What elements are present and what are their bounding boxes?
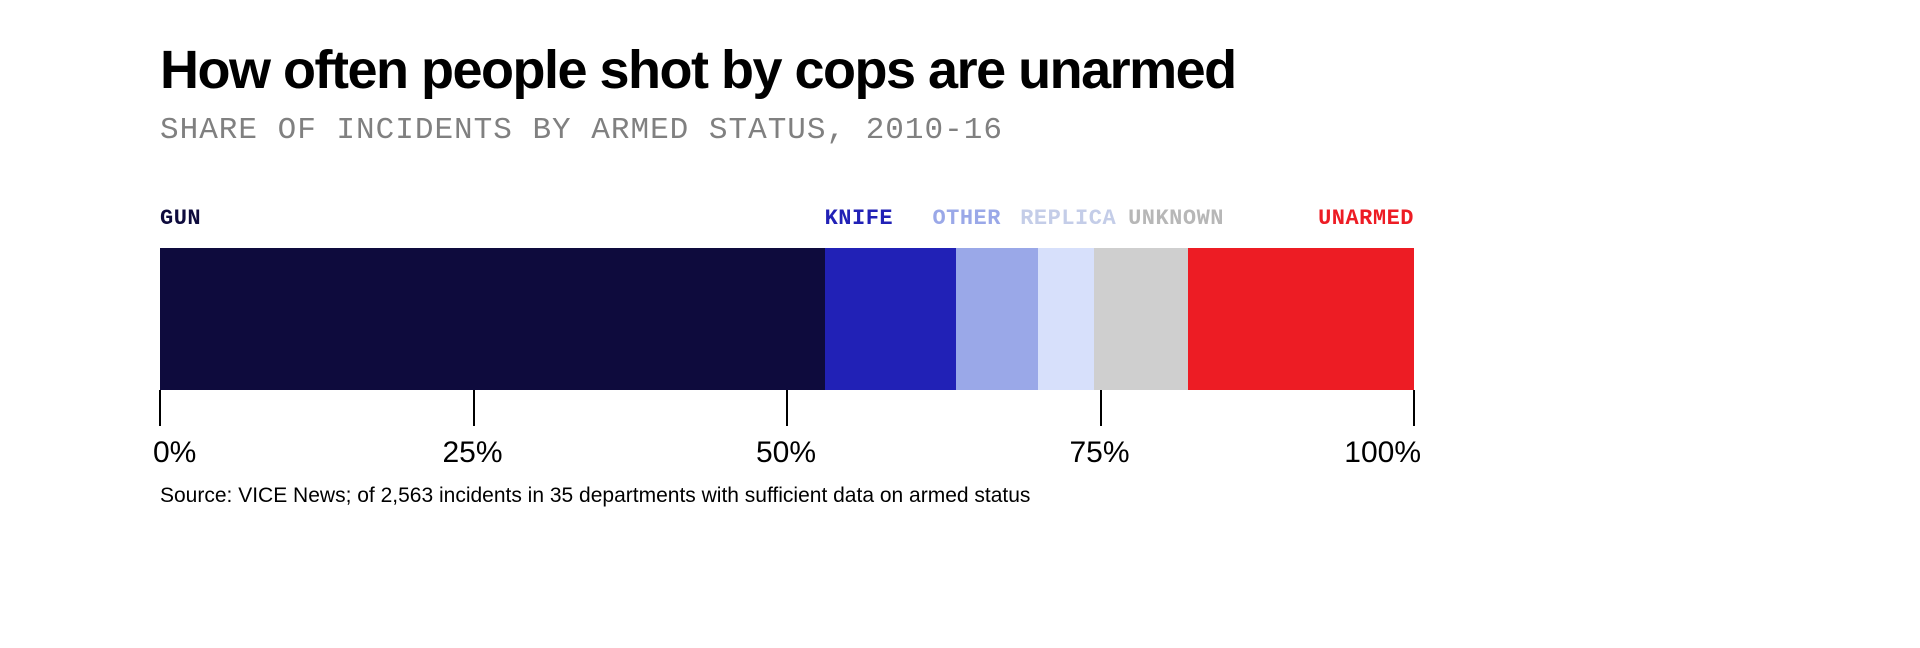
bar-track: [160, 248, 1414, 390]
legend-replica: REPLICA: [1020, 206, 1116, 231]
segment-replica: [1038, 248, 1094, 390]
legend-row: GUN KNIFE OTHER REPLICA UNKNOWN UNARMED: [160, 206, 1414, 234]
chart-subtitle: SHARE OF INCIDENTS BY ARMED STATUS, 2010…: [160, 113, 1414, 148]
tick-50: 50%: [786, 390, 788, 426]
chart-container: How often people shot by cops are unarme…: [160, 42, 1414, 508]
chart-title: How often people shot by cops are unarme…: [160, 42, 1414, 99]
segment-other: [956, 248, 1038, 390]
legend-knife: KNIFE: [825, 206, 894, 231]
segment-unarmed: [1188, 248, 1414, 390]
tick-label: 25%: [442, 436, 502, 470]
x-axis: 0% 25% 50% 75% 100%: [160, 390, 1414, 480]
legend-unknown: UNKNOWN: [1128, 206, 1224, 231]
tick-mark: [159, 390, 161, 426]
tick-mark: [786, 390, 788, 426]
segment-gun: [160, 248, 825, 390]
tick-75: 75%: [1100, 390, 1102, 426]
tick-25: 25%: [473, 390, 475, 426]
legend-other: OTHER: [932, 206, 1001, 231]
segment-knife: [825, 248, 957, 390]
tick-label: 75%: [1069, 436, 1129, 470]
tick-label: 50%: [756, 436, 816, 470]
legend-unarmed: UNARMED: [1318, 206, 1414, 231]
segment-unknown: [1094, 248, 1188, 390]
tick-mark: [1100, 390, 1102, 426]
source-note: Source: VICE News; of 2,563 incidents in…: [160, 484, 1414, 508]
stacked-bar: [160, 248, 1414, 390]
tick-mark: [1413, 390, 1415, 426]
tick-label: 100%: [1344, 436, 1421, 470]
legend-gun: GUN: [160, 206, 201, 231]
tick-mark: [473, 390, 475, 426]
tick-0: 0%: [159, 390, 161, 426]
tick-100: 100%: [1413, 390, 1415, 426]
tick-label: 0%: [153, 436, 196, 470]
